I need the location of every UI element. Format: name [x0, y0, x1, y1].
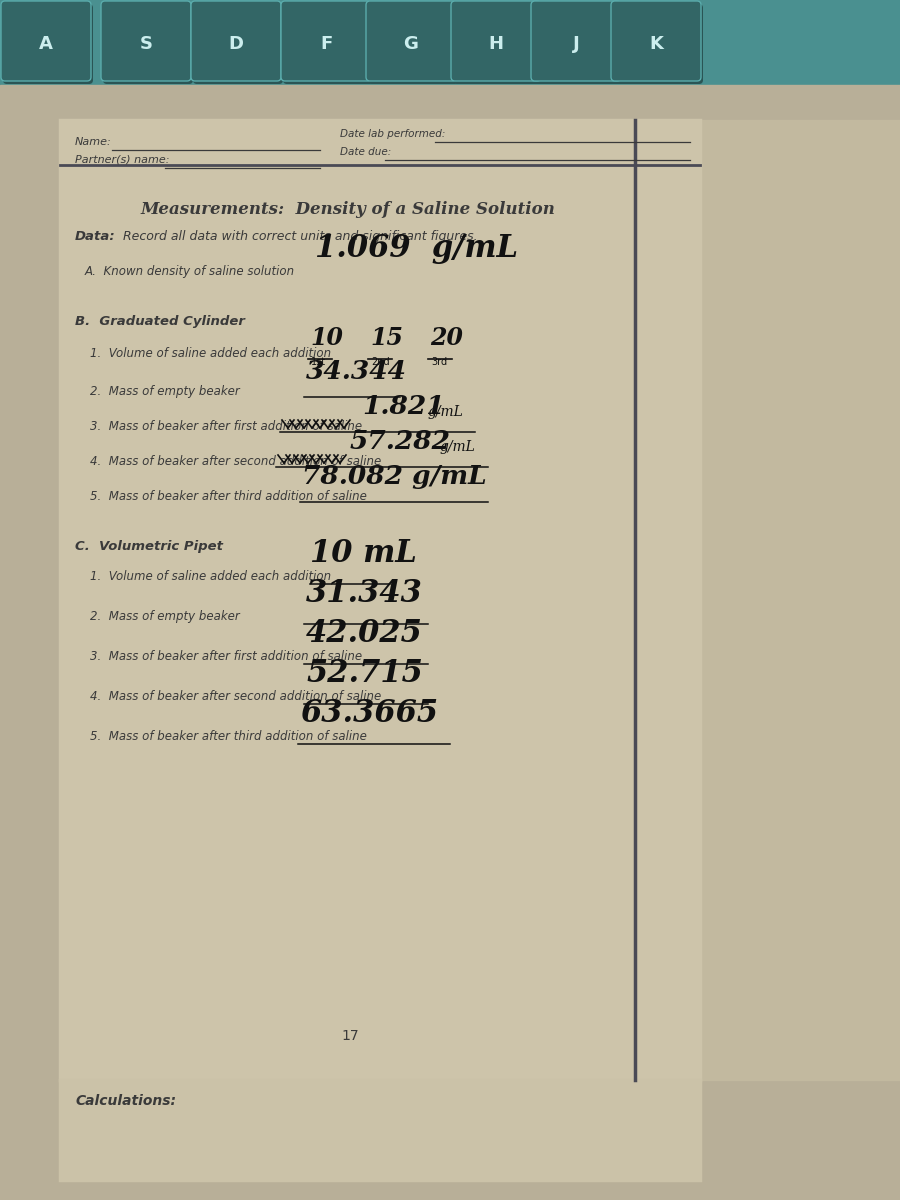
Text: 10: 10	[310, 326, 343, 350]
Text: Calculations:: Calculations:	[75, 1094, 176, 1108]
Text: g/mL: g/mL	[440, 440, 476, 454]
Text: 3.  Mass of beaker after first addition of saline: 3. Mass of beaker after first addition o…	[90, 420, 362, 433]
Text: 57.282: 57.282	[350, 428, 451, 454]
Text: 2.  Mass of empty beaker: 2. Mass of empty beaker	[90, 610, 239, 623]
Text: D: D	[229, 35, 244, 53]
FancyBboxPatch shape	[613, 4, 703, 84]
Text: 63.3665: 63.3665	[300, 698, 438, 728]
Text: Record all data with correct units and significant figures.: Record all data with correct units and s…	[115, 230, 478, 242]
FancyBboxPatch shape	[453, 4, 543, 84]
Text: B.  Graduated Cylinder: B. Graduated Cylinder	[75, 314, 245, 328]
Text: Partner(s) name:: Partner(s) name:	[75, 155, 169, 164]
FancyBboxPatch shape	[611, 1, 701, 80]
Text: A.  Known density of saline solution: A. Known density of saline solution	[85, 265, 295, 278]
Text: 1.  Volume of saline added each addition: 1. Volume of saline added each addition	[90, 570, 331, 583]
Text: 1.  Volume of saline added each addition: 1. Volume of saline added each addition	[90, 347, 331, 360]
Bar	[0, 0, 900, 95]
Text: Date lab performed:: Date lab performed:	[340, 128, 446, 139]
Text: 20: 20	[430, 326, 463, 350]
FancyBboxPatch shape	[103, 4, 193, 84]
FancyBboxPatch shape	[451, 1, 541, 80]
FancyBboxPatch shape	[368, 4, 458, 84]
Text: 3rd: 3rd	[431, 358, 447, 367]
Text: H: H	[489, 35, 503, 53]
FancyBboxPatch shape	[193, 4, 283, 84]
FancyBboxPatch shape	[3, 4, 93, 84]
FancyBboxPatch shape	[533, 4, 623, 84]
FancyBboxPatch shape	[101, 1, 191, 80]
Text: 5.  Mass of beaker after third addition of saline: 5. Mass of beaker after third addition o…	[90, 730, 367, 743]
Text: 4.  Mass of beaker after second addition of saline: 4. Mass of beaker after second addition …	[90, 690, 382, 703]
Text: Measurements:  Density of a Saline Solution: Measurements: Density of a Saline Soluti…	[140, 202, 555, 218]
Text: 3.  Mass of beaker after first addition of saline: 3. Mass of beaker after first addition o…	[90, 650, 362, 662]
Bar	[60, 1080, 700, 1180]
Text: 4.  Mass of beaker after second addition of saline: 4. Mass of beaker after second addition …	[90, 455, 382, 468]
Text: 2.  Mass of empty beaker: 2. Mass of empty beaker	[90, 385, 239, 398]
FancyBboxPatch shape	[191, 1, 281, 80]
Text: 52.715: 52.715	[306, 658, 423, 689]
Text: Date due:: Date due:	[340, 146, 392, 157]
Text: 10 mL: 10 mL	[310, 538, 417, 569]
FancyBboxPatch shape	[283, 4, 373, 84]
Text: 17: 17	[341, 1028, 359, 1043]
Text: 1st: 1st	[311, 358, 326, 367]
FancyBboxPatch shape	[281, 1, 371, 80]
FancyBboxPatch shape	[1, 1, 91, 80]
Bar	[60, 120, 700, 1080]
Text: G: G	[403, 35, 418, 53]
Text: Data:: Data:	[75, 230, 115, 242]
Bar	[700, 120, 900, 1080]
Text: 15: 15	[370, 326, 403, 350]
Text: 2nd: 2nd	[371, 358, 390, 367]
Text: 34.344: 34.344	[306, 359, 407, 384]
Text: 5.  Mass of beaker after third addition of saline: 5. Mass of beaker after third addition o…	[90, 490, 367, 503]
Text: J: J	[572, 35, 580, 53]
Text: S: S	[140, 35, 152, 53]
Text: 1.069  g/mL: 1.069 g/mL	[315, 233, 518, 264]
Text: K: K	[649, 35, 663, 53]
Text: 1.821: 1.821	[362, 394, 445, 419]
FancyBboxPatch shape	[366, 1, 456, 80]
Text: A: A	[39, 35, 53, 53]
FancyBboxPatch shape	[531, 1, 621, 80]
Text: 78.082 g/mL: 78.082 g/mL	[302, 464, 487, 490]
Text: C.  Volumetric Pipet: C. Volumetric Pipet	[75, 540, 223, 553]
Text: F: F	[320, 35, 332, 53]
Text: Name:: Name:	[75, 137, 112, 146]
Text: 42.025: 42.025	[306, 618, 423, 649]
Text: 31.343: 31.343	[306, 578, 423, 608]
Text: g/mL: g/mL	[428, 404, 464, 419]
